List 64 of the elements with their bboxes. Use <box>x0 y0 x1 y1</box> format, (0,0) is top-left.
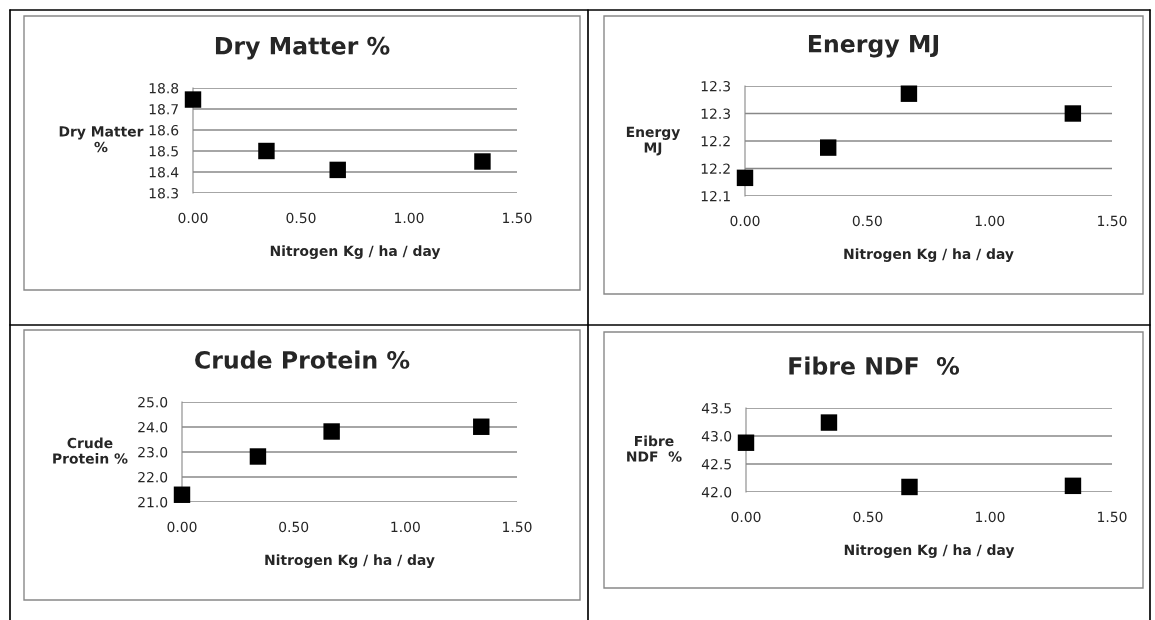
y-tick-label: 18.7 <box>149 103 178 115</box>
x-tick-label: 0.00 <box>731 511 761 523</box>
y-axis-title: Fibre NDF % <box>627 435 682 462</box>
point <box>1064 105 1082 122</box>
y-tick-label: 22.0 <box>138 471 168 483</box>
point <box>249 448 267 465</box>
x-tick-label: 0.00 <box>167 521 197 533</box>
x-axis-title: Nitrogen Kg / ha / day <box>844 248 1014 262</box>
point <box>819 139 837 156</box>
x-tick-label: 0.50 <box>852 215 882 227</box>
y-tick-label: 18.6 <box>149 124 179 136</box>
x-tick-label: 1.50 <box>1098 215 1127 227</box>
x-axis-title: Nitrogen Kg / ha / day <box>844 544 1015 558</box>
y-tick-label: 12.3 <box>701 80 730 92</box>
point <box>323 423 340 440</box>
y-tick-label: 24.0 <box>138 421 168 433</box>
point <box>900 85 918 102</box>
x-tick-label: 0.50 <box>853 511 883 523</box>
y-axis-title: Energy MJ <box>626 126 681 156</box>
chart-title: Fibre NDF % <box>789 356 960 375</box>
y-tick-label: 12.3 <box>701 108 730 119</box>
y-tick-label: 12.2 <box>701 163 730 174</box>
y-tick-label: 12.2 <box>701 135 730 147</box>
y-axis-title: Crude Protein % <box>53 437 128 464</box>
x-tick-label: 1.00 <box>391 521 420 533</box>
point <box>820 414 838 431</box>
chart-title: Crude Protein % <box>195 350 410 369</box>
point <box>737 434 755 451</box>
point <box>329 161 346 179</box>
point <box>1064 477 1082 495</box>
chart-title: Dry Matter % <box>215 36 390 60</box>
y-tick-label: 23.0 <box>138 446 168 458</box>
y-tick-label: 12.1 <box>701 190 730 202</box>
x-axis-title: Nitrogen Kg / ha / day <box>265 554 435 568</box>
x-tick-label: 0.00 <box>178 212 208 224</box>
point <box>736 169 754 187</box>
point <box>258 142 275 160</box>
point <box>474 153 491 170</box>
y-tick-label: 25.0 <box>138 396 168 408</box>
x-tick-label: 1.00 <box>976 511 1005 523</box>
x-tick-label: 1.00 <box>395 212 424 224</box>
y-tick-label: 42.5 <box>701 458 731 470</box>
y-tick-label: 18.3 <box>149 187 178 199</box>
y-tick-label: 21.0 <box>138 496 168 508</box>
y-axis-title: Dry Matter % <box>59 126 144 153</box>
x-tick-label: 1.50 <box>503 521 532 533</box>
y-tick-label: 18.5 <box>149 145 178 157</box>
y-tick-label: 43.0 <box>701 430 732 442</box>
y-tick-label: 42.0 <box>701 486 732 498</box>
x-tick-label: 1.50 <box>1098 511 1127 523</box>
x-tick-label: 0.50 <box>279 521 309 533</box>
x-tick-label: 0.50 <box>286 212 316 224</box>
point <box>901 478 918 496</box>
point <box>173 486 191 503</box>
x-tick-label: 1.00 <box>975 215 1005 227</box>
x-tick-label: 0.00 <box>730 215 760 227</box>
y-tick-label: 18.4 <box>149 166 179 178</box>
x-axis-title: Nitrogen Kg / ha / day <box>270 245 441 259</box>
point <box>184 91 202 108</box>
x-tick-label: 1.50 <box>503 212 532 224</box>
chart-title: Energy MJ <box>808 35 939 58</box>
point <box>473 418 490 435</box>
y-tick-label: 18.8 <box>149 82 179 94</box>
y-tick-label: 43.5 <box>701 402 731 414</box>
